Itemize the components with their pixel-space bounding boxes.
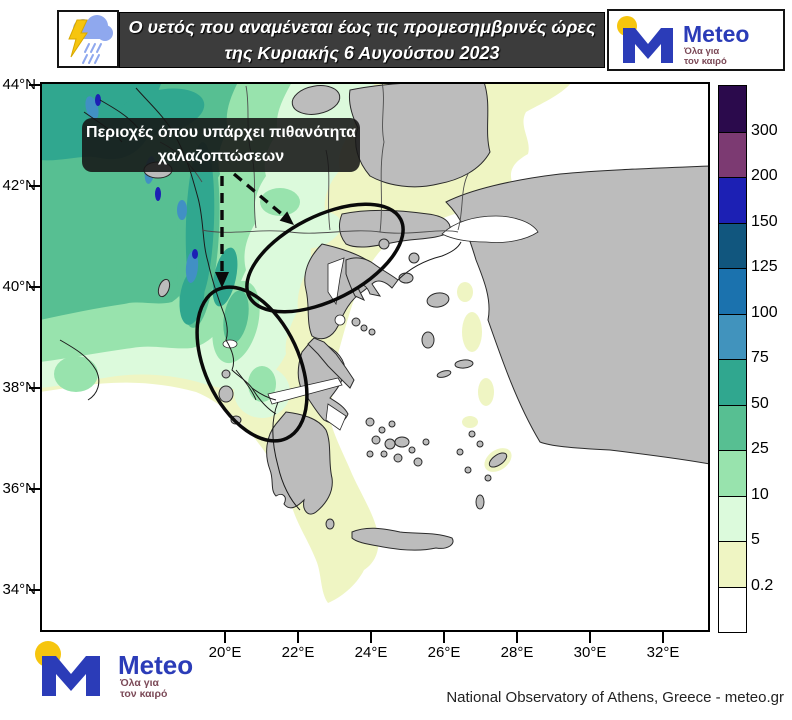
title-line-2: της Κυριακής 6 Αυγούστου 2023 [224, 43, 500, 63]
lat-tick-mark [29, 488, 40, 490]
precip-colorbar [718, 85, 747, 633]
colorbar-band [719, 495, 746, 541]
lat-tick-mark [29, 589, 40, 591]
hail-annotation-line1: Περιοχές όπου υπάρχει πιθανότητα [86, 124, 356, 141]
lat-tick-label: 34°N [2, 581, 36, 598]
colorbar-band [719, 313, 746, 359]
logo-wordmark-footer: Meteo [118, 650, 194, 680]
annotation-arrows [215, 172, 294, 288]
colorbar-band [719, 86, 746, 132]
title-banner: Ο υετός που αναμένεται έως τις προμεσημβ… [119, 12, 605, 68]
hail-annotation-box: Περιοχές όπου υπάρχει πιθανότητα χαλαζοπ… [82, 118, 360, 172]
colorbar-band [719, 404, 746, 450]
meteo-logo: Meteo Όλα για τον καιρό [609, 11, 783, 69]
meteo-logo-graphic-footer [35, 641, 100, 696]
sea-marmara [441, 215, 539, 243]
rain-streaks-icon [82, 43, 102, 64]
lat-tick-label: 42°N [2, 177, 36, 194]
hail-annotation-line2: χαλαζοπτώσεων [157, 148, 285, 165]
lightning-bolt-icon [68, 19, 88, 58]
lat-tick-mark [29, 387, 40, 389]
gulf-thermaic [327, 257, 345, 306]
title-line-1: Ο υετός που αναμένεται έως τις προμεσημβ… [128, 17, 596, 37]
sea-gulfs [222, 215, 539, 431]
meteo-logo-footer: Meteo Όλα για τον καιρό [26, 636, 196, 702]
colorbar-band [719, 222, 746, 268]
colorbar-label: 200 [751, 167, 778, 184]
logo-tagline: Όλα για τον καιρό [684, 47, 727, 67]
logo-tagline-line2: τον καιρό [684, 56, 727, 67]
logo-tagline-line2: τον καιρό [120, 688, 168, 700]
logo-m-icon [623, 28, 673, 63]
logo-wordmark: Meteo [683, 21, 750, 47]
lon-tick-mark [370, 632, 372, 643]
hail-ellipse-west [195, 285, 309, 443]
meteo-logo-box: Meteo Όλα για τον καιρό [607, 9, 785, 71]
lon-tick-mark [516, 632, 518, 643]
colorbar-band [719, 450, 746, 496]
colorbar-label: 100 [751, 303, 778, 321]
storm-icon-box [57, 10, 119, 68]
hail-risk-ellipses [195, 202, 405, 443]
colorbar-label: 10 [751, 485, 769, 503]
lat-tick-label: 36°N [2, 480, 36, 497]
lon-tick-mark [662, 632, 664, 643]
lon-tick-mark [297, 632, 299, 643]
lon-tick-label: 22°E [281, 644, 315, 661]
precip-band-150-200 [95, 94, 198, 259]
gulf-corinth [267, 377, 343, 405]
gulf-saronic [325, 403, 347, 431]
arrow-diagonal [232, 172, 286, 218]
colorbar-band [719, 541, 746, 587]
colorbar-band [719, 359, 746, 405]
colorbar-label: 25 [751, 440, 769, 457]
lon-tick-mark [443, 632, 445, 643]
colorbar-label: 75 [751, 349, 769, 366]
lat-tick-mark [29, 84, 40, 86]
storm-cloud-lightning-rain-icon [68, 15, 113, 64]
lon-tick-label: 24°E [354, 644, 388, 661]
logo-tagline-line1: Όλα για [120, 677, 159, 689]
colorbar-label: 50 [751, 394, 769, 412]
lat-tick-label: 40°N [2, 278, 36, 295]
lon-tick-label: 20°E [208, 644, 242, 661]
colorbar-label: 300 [751, 121, 778, 139]
colorbar-band [719, 268, 746, 314]
lon-tick-mark [589, 632, 591, 643]
colorbar-label: 0.2 [751, 576, 774, 594]
lon-tick-mark [224, 632, 226, 643]
lon-tick-label: 30°E [573, 644, 607, 661]
lat-tick-mark [29, 185, 40, 187]
logo-tagline-footer: Όλα για τον καιρό [120, 678, 167, 700]
hail-ellipse-north [245, 202, 405, 314]
lat-tick-label: 38°N [2, 379, 36, 396]
lon-tick-label: 32°E [646, 644, 680, 661]
colorbar-band [719, 586, 746, 632]
colorbar-band [719, 177, 746, 223]
logo-tagline-line1: Όλα για [684, 46, 720, 57]
lon-tick-label: 28°E [500, 644, 534, 661]
colorbar-label: 150 [751, 212, 778, 230]
lat-tick-label: 44°N [2, 76, 36, 93]
land-bulgaria [349, 81, 491, 188]
lat-tick-mark [29, 286, 40, 288]
colorbar-label: 5 [751, 531, 760, 548]
logo-m-icon [42, 656, 100, 696]
colorbar-band [719, 131, 746, 177]
lon-tick-label: 26°E [427, 644, 461, 661]
gulf-pagasetic [334, 314, 346, 326]
colorbar-label: 125 [751, 258, 778, 275]
attribution-text: National Observatory of Athens, Greece -… [446, 689, 784, 706]
meteo-logo-graphic [617, 16, 673, 63]
